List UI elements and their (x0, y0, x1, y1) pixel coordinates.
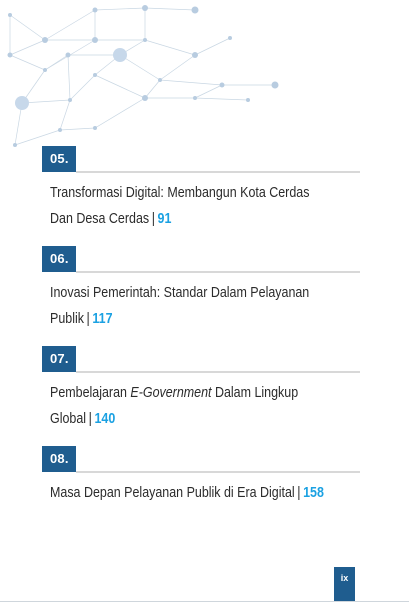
toc-entry[interactable]: 08. Masa Depan Pelayanan Publik di Era D… (42, 446, 360, 546)
chapter-title: Inovasi Pemerintah: Standar Dalam Pelaya… (50, 285, 310, 327)
divider (76, 371, 360, 373)
chapter-title: Pembelajaran E-Government Dalam Lingkup … (50, 385, 299, 427)
chapter-title: Transformasi Digital: Membangun Kota Cer… (50, 185, 310, 227)
page-number: 158 (303, 485, 324, 501)
toc-entry[interactable]: 05. Transformasi Digital: Membangun Kota… (42, 146, 360, 246)
table-of-contents: 05. Transformasi Digital: Membangun Kota… (42, 146, 360, 546)
chapter-number: 06. (42, 246, 76, 272)
divider (76, 271, 360, 273)
divider (76, 171, 360, 173)
page-number: 91 (157, 211, 172, 227)
page-folio: ix (334, 567, 355, 601)
chapter-number: 08. (42, 446, 76, 472)
chapter-number: 05. (42, 146, 76, 172)
page-number: 140 (94, 411, 116, 427)
page-number: 117 (92, 311, 113, 327)
toc-entry[interactable]: 07. Pembelajaran E-Government Dalam Ling… (42, 346, 360, 446)
divider (76, 471, 360, 473)
bottom-divider (0, 601, 409, 602)
network-decoration (7, 5, 279, 147)
chapter-title: Masa Depan Pelayanan Publik di Era Digit… (50, 485, 324, 501)
toc-entry[interactable]: 06. Inovasi Pemerintah: Standar Dalam Pe… (42, 246, 360, 346)
chapter-number: 07. (42, 346, 76, 372)
